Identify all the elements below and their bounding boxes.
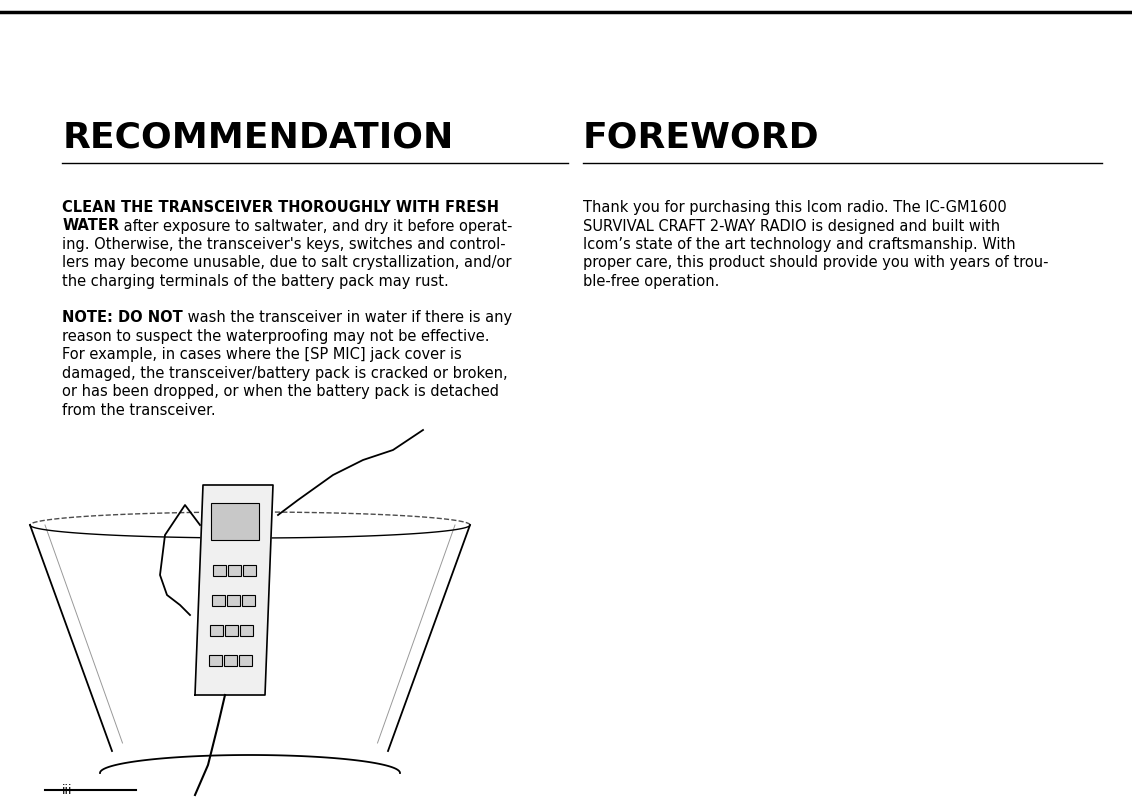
Bar xyxy=(240,625,254,636)
Text: NOTE: DO NOT: NOTE: DO NOT xyxy=(62,311,183,325)
Text: the charging terminals of the battery pack may rust.: the charging terminals of the battery pa… xyxy=(62,274,449,289)
Text: reason to suspect the waterproofing may not be effective.: reason to suspect the waterproofing may … xyxy=(62,329,490,344)
Bar xyxy=(242,565,256,576)
Bar xyxy=(226,595,240,606)
Bar xyxy=(239,655,252,666)
Bar xyxy=(224,655,238,666)
Text: CLEAN THE TRANSCEIVER THOROUGHLY WITH FRESH: CLEAN THE TRANSCEIVER THOROUGHLY WITH FR… xyxy=(62,200,499,215)
Bar xyxy=(228,565,241,576)
Text: FOREWORD: FOREWORD xyxy=(583,121,820,155)
Text: wash the transceiver in water if there is any: wash the transceiver in water if there i… xyxy=(183,311,512,325)
Text: WATER: WATER xyxy=(62,218,119,233)
Text: RECOMMENDATION: RECOMMENDATION xyxy=(62,121,454,155)
Text: Thank you for purchasing this Icom radio. The IC-GM1600: Thank you for purchasing this Icom radio… xyxy=(583,200,1006,215)
Bar xyxy=(209,655,222,666)
Bar xyxy=(211,503,259,540)
Bar xyxy=(241,595,255,606)
Text: Icom’s state of the art technology and craftsmanship. With: Icom’s state of the art technology and c… xyxy=(583,237,1015,252)
Text: after exposure to saltwater, and dry it before operat-: after exposure to saltwater, and dry it … xyxy=(119,218,513,233)
Text: ing. Otherwise, the transceiver's keys, switches and control-: ing. Otherwise, the transceiver's keys, … xyxy=(62,237,506,252)
Bar xyxy=(211,625,223,636)
Text: iii: iii xyxy=(62,784,72,797)
Text: For example, in cases where the [SP MIC] jack cover is: For example, in cases where the [SP MIC]… xyxy=(62,348,462,362)
Bar xyxy=(212,595,224,606)
Text: SURVIVAL CRAFT 2-WAY RADIO is designed and built with: SURVIVAL CRAFT 2-WAY RADIO is designed a… xyxy=(583,218,1000,233)
Bar xyxy=(225,625,239,636)
Text: damaged, the transceiver/battery pack is cracked or broken,: damaged, the transceiver/battery pack is… xyxy=(62,366,508,381)
Text: or has been dropped, or when the battery pack is detached: or has been dropped, or when the battery… xyxy=(62,385,499,399)
Polygon shape xyxy=(195,485,273,695)
Text: from the transceiver.: from the transceiver. xyxy=(62,403,216,418)
Text: lers may become unusable, due to salt crystallization, and/or: lers may become unusable, due to salt cr… xyxy=(62,255,512,270)
Text: ble-free operation.: ble-free operation. xyxy=(583,274,719,289)
Text: proper care, this product should provide you with years of trou-: proper care, this product should provide… xyxy=(583,255,1048,270)
Bar xyxy=(213,565,225,576)
